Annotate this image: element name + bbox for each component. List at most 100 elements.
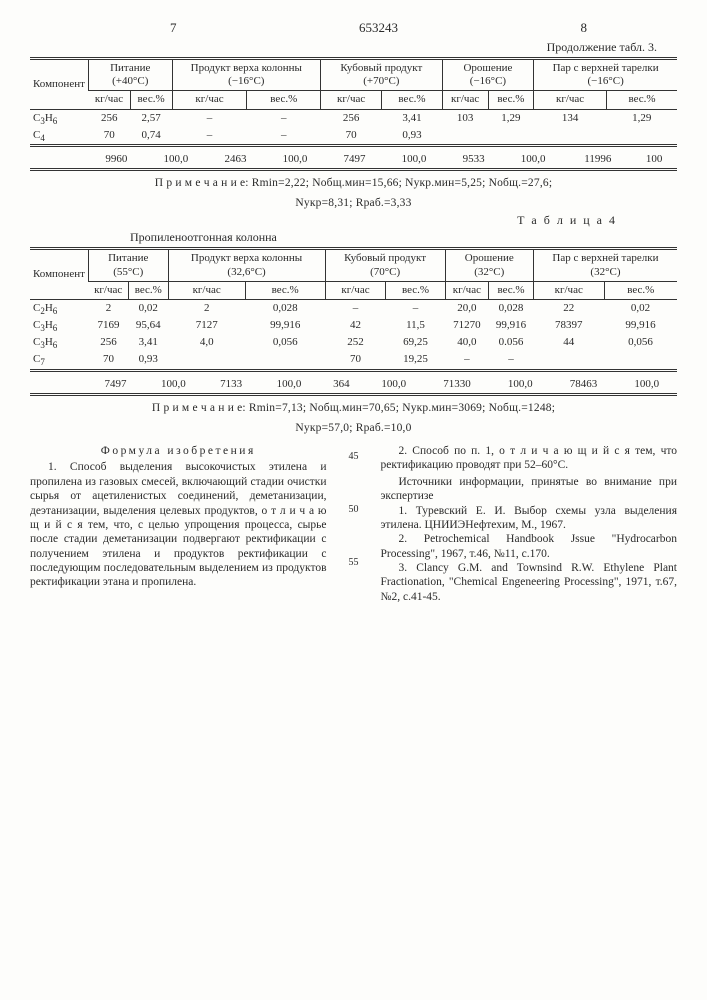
subheader: кг/час <box>168 281 245 299</box>
header-component: Компонент <box>30 59 88 109</box>
cell-value: 134 <box>534 110 607 127</box>
page-num-left: 7 <box>170 20 177 36</box>
subheader: кг/час <box>325 281 386 299</box>
line-num: 50 <box>345 499 363 520</box>
claim-1: 1. Способ выделения высокочистых этилена… <box>30 460 327 589</box>
cell-total: 7497 <box>326 151 383 170</box>
subheader: вес.% <box>489 281 534 299</box>
cell-total: 11996 <box>564 151 631 170</box>
cell-total: 100 <box>631 151 677 170</box>
table-4: Компонент Питание (55°С) Продукт верха к… <box>30 247 677 371</box>
header-group: Продукт верха колонны (−16°С) <box>172 59 320 91</box>
table-row: кг/час вес.% кг/час вес.% кг/час вес.% к… <box>30 91 677 109</box>
cell-value: 256 <box>321 110 382 127</box>
cell-value <box>533 351 604 370</box>
header-group: Пар с верхней тарелки (−16°С) <box>534 59 677 91</box>
cell-value <box>488 127 534 146</box>
table-row: Компонент Питание (55°С) Продукт верха к… <box>30 249 677 281</box>
cell-total: 100,0 <box>364 376 425 395</box>
cell-value: 22 <box>533 300 604 317</box>
cell-total: 2463 <box>207 151 264 170</box>
cell-value: 1,29 <box>606 110 677 127</box>
cell-value: 71270 <box>445 317 488 334</box>
cell-value: 256 <box>88 334 128 351</box>
cell-value: – <box>325 300 386 317</box>
subheader: кг/час <box>445 281 488 299</box>
cell-value: 19,25 <box>386 351 445 370</box>
note-1b: Nукр=8,31; Rраб.=3,33 <box>30 195 677 211</box>
cell-value: 42 <box>325 317 386 334</box>
table-4-totals: 7497100,07133100,0364100,071330100,07846… <box>30 376 677 396</box>
cell-value: 256 <box>88 110 130 127</box>
table-row: C4700,74––700,93 <box>30 127 677 146</box>
subheader: вес.% <box>129 281 169 299</box>
cell-component: C7 <box>30 351 88 370</box>
cell-total: 9960 <box>88 151 145 170</box>
table-row: Компонент Питание (+40°С) Продукт верха … <box>30 59 677 91</box>
subheader: вес.% <box>606 91 677 109</box>
cell-total: 364 <box>319 376 363 395</box>
header-component: Компонент <box>30 249 88 299</box>
cell-value: 103 <box>442 110 488 127</box>
subheader: кг/час <box>172 91 247 109</box>
header-group: Орошение (32°С) <box>445 249 533 281</box>
cell-value: 20,0 <box>445 300 488 317</box>
header-group: Кубовый продукт (70°С) <box>325 249 445 281</box>
subheader: вес.% <box>382 91 442 109</box>
cell-total: 100,0 <box>259 376 320 395</box>
cell-value: 0,056 <box>245 334 325 351</box>
table-row: C3H62562,57––2563,411031,291341,29 <box>30 110 677 127</box>
cell-value: 0,02 <box>129 300 169 317</box>
cell-total: 100,0 <box>490 376 551 395</box>
subheader: вес.% <box>488 91 534 109</box>
subheader: кг/час <box>88 281 128 299</box>
cell-total: 100,0 <box>616 376 677 395</box>
page-num-right: 8 <box>581 20 588 36</box>
right-column: 2. Способ по п. 1, о т л и ч а ю щ и й с… <box>381 444 678 604</box>
cell-component: C2H6 <box>30 300 88 317</box>
cell-value: – <box>445 351 488 370</box>
cell-value: 11,5 <box>386 317 445 334</box>
cell-value: 3,41 <box>382 110 442 127</box>
cell-value: 99,916 <box>489 317 534 334</box>
cell-value: – <box>172 127 247 146</box>
text-columns: Формула изобретения 1. Способ выделения … <box>30 444 677 604</box>
table4-label: Т а б л и ц а 4 <box>30 213 677 228</box>
note-2a: П р и м е ч а н и е: Rmin=7,13; Nобщ.мин… <box>30 400 677 416</box>
cell-total: 7497 <box>88 376 143 395</box>
cell-empty <box>30 151 88 170</box>
cell-total: 100,0 <box>383 151 445 170</box>
left-column: Формула изобретения 1. Способ выделения … <box>30 444 327 604</box>
cell-value: 44 <box>533 334 604 351</box>
table-row: 9960100,02463100,07497100,09533100,01199… <box>30 151 677 170</box>
formula-heading: Формула изобретения <box>30 444 327 458</box>
note-1a: П р и м е ч а н и е: Rmin=2,22; Nобщ.мин… <box>30 175 677 191</box>
cell-component: C3H6 <box>30 317 88 334</box>
cell-component: C4 <box>30 127 88 146</box>
header-group: Питание (+40°С) <box>88 59 172 91</box>
cell-value: 3,41 <box>129 334 169 351</box>
header-group: Орошение (−16°С) <box>442 59 534 91</box>
cell-value: 0,02 <box>604 300 677 317</box>
cell-value: 0,93 <box>382 127 442 146</box>
cell-total: 78463 <box>550 376 616 395</box>
cell-total: 100,0 <box>145 151 207 170</box>
cell-value <box>245 351 325 370</box>
cell-total: 9533 <box>445 151 502 170</box>
table-row: 7497100,07133100,0364100,071330100,07846… <box>30 376 677 395</box>
cell-value: 2 <box>88 300 128 317</box>
source-2: 2. Petrochemical Handbook Jssue "Hydroca… <box>381 532 678 561</box>
subheader: вес.% <box>604 281 677 299</box>
cell-value <box>168 351 245 370</box>
cell-value: 78397 <box>533 317 604 334</box>
cell-value: 99,916 <box>245 317 325 334</box>
cell-value <box>606 127 677 146</box>
cell-value: 95,64 <box>129 317 169 334</box>
source-3: 3. Clancy G.M. and Townsind R.W. Ethylen… <box>381 561 678 604</box>
header-group: Продукт верха колонны (32,6°С) <box>168 249 325 281</box>
subheader: кг/час <box>321 91 382 109</box>
subheader: вес.% <box>247 91 321 109</box>
sources-heading: Источники информации, принятые во вниман… <box>381 475 678 504</box>
table-3-totals: 9960100,02463100,07497100,09533100,01199… <box>30 151 677 171</box>
cell-value: 0,028 <box>245 300 325 317</box>
